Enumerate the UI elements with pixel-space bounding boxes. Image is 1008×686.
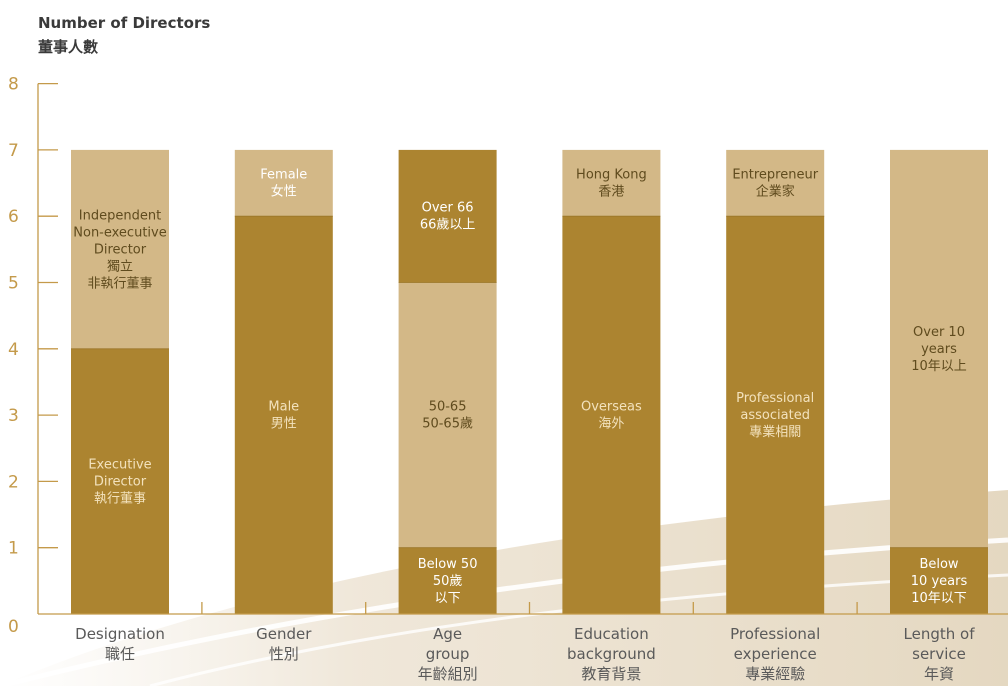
segment-label: 非執行董事	[87, 275, 152, 291]
y-tick-label: 2	[8, 472, 19, 492]
bar-segment	[398, 547, 497, 614]
segment-label: Female	[260, 168, 307, 183]
segment-label: 獨立	[107, 259, 133, 274]
x-category-label: Education	[574, 625, 649, 643]
x-category-label: background	[567, 645, 656, 663]
segment-label: 66歲以上	[420, 218, 476, 233]
segment-label: Overseas	[581, 400, 642, 415]
x-category-label: Gender	[256, 625, 312, 643]
y-tick-label: 8	[8, 75, 19, 95]
segment-label: Director	[94, 242, 147, 257]
segment-label: 海外	[598, 417, 624, 432]
bar-segment	[398, 282, 497, 548]
segment-label: 香港	[598, 185, 624, 200]
x-category-label: 性別	[269, 645, 299, 663]
x-category-label: Length of	[904, 625, 976, 643]
bar-segment	[890, 547, 988, 614]
x-category-label: 年齡組別	[418, 665, 478, 683]
segment-label: 女性	[271, 184, 297, 200]
chart-title-zh: 董事人數	[38, 38, 99, 56]
segment-label: 50-65歲	[422, 417, 473, 432]
x-category-label: 專業經驗	[745, 665, 805, 683]
bar-segment	[726, 216, 825, 614]
segment-label: 10年以下	[911, 591, 967, 606]
bar-segment	[562, 149, 661, 217]
segment-label: years	[921, 342, 957, 357]
x-category-label: 教育背景	[581, 665, 641, 683]
x-category-label: Age	[433, 625, 462, 643]
y-tick-label: 0	[8, 617, 19, 637]
segment-label: 以下	[435, 591, 461, 606]
segment-label: Hong Kong	[576, 168, 647, 183]
segment-label: 50歲	[433, 574, 463, 589]
bar-segment	[71, 348, 169, 614]
segment-label: Director	[94, 474, 147, 489]
chart-title: Number of Directors	[38, 14, 211, 32]
segment-label: Non-executive	[73, 225, 166, 240]
bar-segment	[234, 216, 333, 614]
segment-label: Male	[268, 400, 299, 415]
y-tick-label: 5	[8, 274, 19, 294]
segment-label: 50-65	[429, 400, 467, 415]
x-category-label: service	[912, 645, 966, 663]
bar-segment	[234, 149, 333, 217]
segment-label: Entrepreneur	[732, 168, 818, 183]
segment-label: 企業家	[756, 184, 795, 200]
segment-label: Professional	[736, 391, 814, 406]
x-category-label: 年資	[924, 665, 954, 683]
segment-label: associated	[740, 408, 810, 423]
segment-label: Over 66	[422, 201, 474, 216]
x-category-label: experience	[734, 645, 817, 663]
x-category-label: 職任	[105, 645, 135, 663]
y-tick-label: 1	[8, 539, 19, 559]
bar-segment	[398, 149, 497, 283]
x-category-label: Designation	[75, 625, 165, 643]
y-tick-label: 6	[8, 207, 19, 227]
segment-label: 10 years	[911, 574, 968, 589]
segment-label: Below 50	[418, 557, 478, 572]
segment-label: Over 10	[913, 325, 965, 340]
bar-segment	[562, 216, 661, 614]
bar-segment	[726, 149, 825, 217]
x-category-label: group	[426, 645, 470, 663]
y-tick-label: 3	[8, 406, 19, 426]
segment-label: 執行董事	[94, 490, 146, 506]
bar-segment	[71, 149, 169, 349]
y-tick-label: 4	[8, 340, 19, 360]
segment-label: 10年以上	[911, 359, 967, 374]
segment-label: Executive	[88, 457, 151, 472]
segment-label: 男性	[271, 417, 297, 432]
y-tick-label: 7	[8, 141, 19, 161]
segment-label: Below	[919, 557, 958, 572]
x-category-label: Professional	[730, 625, 820, 643]
bar-segment	[890, 149, 988, 548]
segment-label: 專業相關	[749, 424, 801, 440]
segment-label: Independent	[79, 208, 161, 223]
